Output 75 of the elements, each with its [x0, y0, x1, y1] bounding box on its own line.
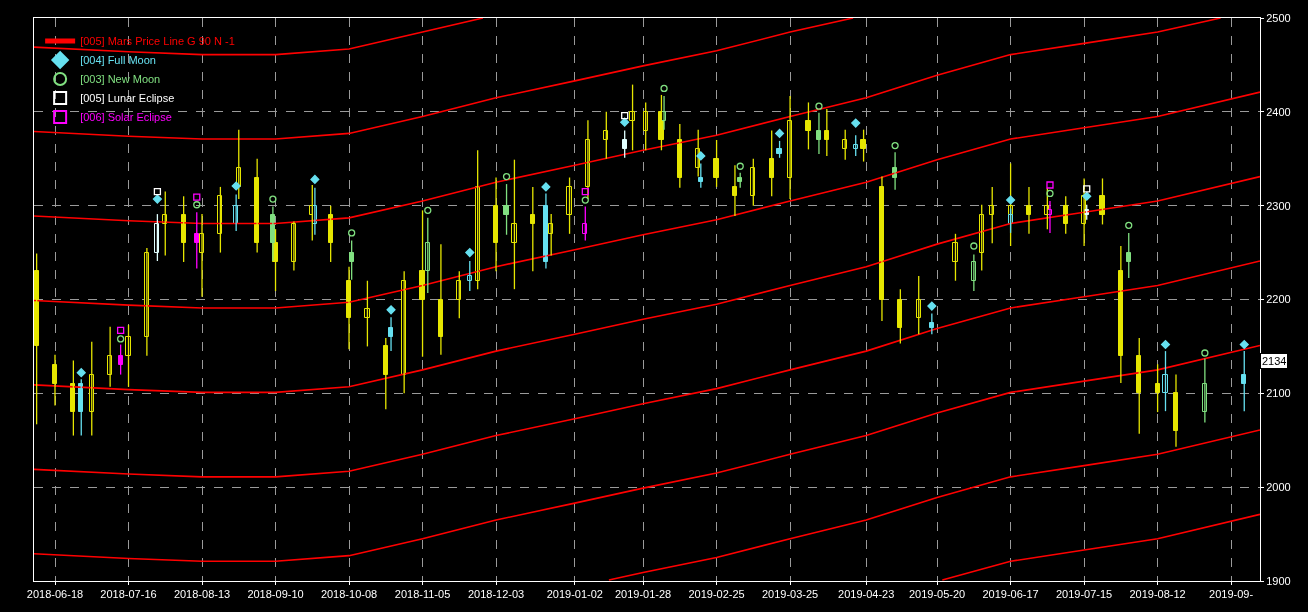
- point: [620, 117, 630, 127]
- x-tick-label: 2019-09-: [1209, 588, 1254, 601]
- x-tick-label: 2019-01-02: [546, 588, 603, 601]
- point: [1160, 339, 1171, 350]
- point: [970, 242, 978, 250]
- x-tick-label: 2019-01-28: [614, 588, 672, 601]
- point: [116, 335, 125, 343]
- x-tick-label: 2019-04-23: [838, 588, 895, 601]
- point: [502, 172, 511, 181]
- line-series: [941, 513, 1260, 581]
- line-series: [34, 18, 854, 140]
- point: [424, 206, 432, 215]
- point: [1125, 221, 1133, 230]
- point: [1046, 181, 1054, 189]
- x-tick-label: 2019-05-20: [908, 588, 966, 601]
- x-tick-label: 2019-07-15: [1055, 588, 1113, 601]
- point: [1006, 195, 1016, 205]
- point: [891, 141, 899, 150]
- point: [465, 248, 475, 258]
- line-series: [34, 175, 1260, 394]
- point: [152, 194, 162, 204]
- x-tick-label: 2018-09-10: [247, 588, 304, 601]
- x-tick-label: 2019-02-25: [688, 588, 745, 601]
- point: [736, 162, 744, 170]
- point: [621, 111, 629, 120]
- point: [775, 128, 785, 138]
- point: [193, 193, 201, 201]
- x-tick-label: 2019-03-25: [761, 588, 819, 601]
- point: [231, 181, 241, 191]
- point: [310, 174, 320, 184]
- y-tick-label: 2300: [1266, 199, 1291, 212]
- line-series: [34, 91, 1260, 309]
- x-tick-label: 2018-08-13: [173, 588, 231, 601]
- y-tick-label: 2100: [1266, 387, 1291, 400]
- point: [193, 201, 201, 209]
- line-series: [34, 260, 1260, 478]
- line-series: [34, 18, 484, 56]
- point: [153, 187, 162, 196]
- x-tick-label: 2019-08-12: [1129, 588, 1186, 601]
- y-tick-label: 2200: [1266, 293, 1291, 306]
- point: [660, 84, 668, 93]
- x-tick-label: 2019-06-17: [982, 588, 1039, 601]
- point: [76, 368, 86, 378]
- line-series: [34, 18, 1222, 225]
- legend-label: [003] New Moon: [80, 73, 161, 86]
- point: [696, 151, 706, 161]
- point: [116, 326, 125, 335]
- point: [269, 195, 277, 203]
- point: [851, 118, 861, 128]
- point: [386, 305, 396, 315]
- x-tick-label: 2018-10-08: [320, 588, 378, 601]
- y-tick-label: 2000: [1266, 481, 1291, 494]
- point: [927, 301, 937, 311]
- point: [1239, 339, 1249, 350]
- point: [581, 196, 589, 204]
- legend-label: [006] Solar Eclipse: [80, 111, 172, 124]
- y-tick-label: 2500: [1266, 11, 1291, 24]
- point: [815, 102, 823, 110]
- y-tick-label: 2400: [1266, 105, 1291, 118]
- line-series: [608, 429, 1260, 581]
- point: [1046, 189, 1054, 198]
- point: [1082, 191, 1092, 201]
- point: [1083, 185, 1091, 193]
- line-series: [34, 344, 1260, 563]
- x-tick-label: 2018-06-18: [26, 588, 84, 601]
- x-tick-label: 2018-07-16: [100, 588, 157, 601]
- legend-label: [005] Lunar Eclipse: [80, 92, 175, 105]
- point: [1201, 349, 1209, 357]
- legend-label: [004] Full Moon: [80, 54, 156, 67]
- annotation: 2134: [1262, 355, 1287, 367]
- x-tick-label: 2018-12-03: [467, 588, 525, 601]
- point: [581, 187, 589, 196]
- point: [348, 229, 356, 237]
- x-tick-label: 2018-11-05: [394, 588, 451, 601]
- y-tick-label: 1900: [1266, 574, 1291, 587]
